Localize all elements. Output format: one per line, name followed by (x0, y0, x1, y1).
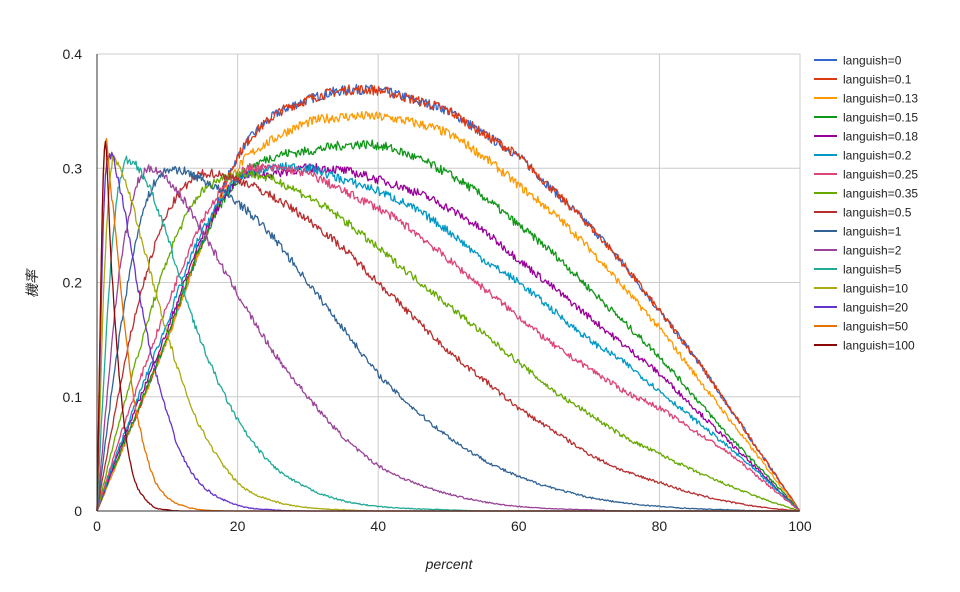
legend-label: languish=10 (843, 282, 908, 296)
series-line-languish-2 (96, 164, 800, 512)
legend-label: languish=50 (843, 320, 908, 334)
y-axis-title: 機率 (24, 268, 40, 298)
legend-item[interactable]: languish=20 (814, 301, 908, 315)
series-line-languish-0-18 (96, 163, 800, 512)
legend-label: languish=1 (843, 225, 902, 239)
x-tick-label: 60 (511, 518, 527, 534)
y-tick-label: 0 (74, 503, 82, 519)
legend-item[interactable]: languish=0.35 (814, 187, 918, 201)
legend-item[interactable]: languish=0.1 (814, 73, 912, 87)
x-tick-label: 0 (93, 518, 101, 534)
x-tick-label: 80 (652, 518, 668, 534)
legend-item[interactable]: languish=10 (814, 282, 908, 296)
series-line-languish-10 (96, 154, 800, 512)
legend-item[interactable]: languish=2 (814, 244, 902, 258)
series-line-languish-100 (96, 140, 800, 512)
x-tick-label: 40 (370, 518, 386, 534)
legend-label: languish=0.35 (843, 187, 918, 201)
legend-label: languish=0.18 (843, 130, 918, 144)
legend-label: languish=0.13 (843, 92, 918, 106)
series-line-languish-0-25 (96, 163, 800, 512)
series-line-languish-0-35 (96, 169, 800, 512)
legend-item[interactable]: languish=1 (814, 225, 902, 239)
series-line-languish-20 (96, 151, 800, 512)
series-line-languish-0 (96, 83, 800, 512)
legend-item[interactable]: languish=100 (814, 339, 915, 353)
legend-label: languish=100 (843, 339, 915, 353)
series-lines (96, 83, 800, 512)
x-tick-label: 100 (788, 518, 812, 534)
legend-item[interactable]: languish=0 (814, 54, 902, 68)
series-line-languish-50 (96, 138, 800, 512)
series-line-languish-0-2 (96, 161, 800, 512)
legend-label: languish=5 (843, 263, 902, 277)
legend-item[interactable]: languish=0.15 (814, 111, 918, 125)
legend-label: languish=0 (843, 54, 902, 68)
legend-label: languish=20 (843, 301, 908, 315)
series-line-languish-1 (96, 165, 800, 512)
gridlines (97, 53, 801, 511)
legend-label: languish=0.2 (843, 149, 912, 163)
series-line-languish-0-15 (96, 139, 800, 512)
y-tick-label: 0.4 (63, 46, 83, 62)
y-tick-label: 0.2 (63, 275, 83, 291)
legend-item[interactable]: languish=5 (814, 263, 902, 277)
legend-label: languish=2 (843, 244, 902, 258)
legend-item[interactable]: languish=0.18 (814, 130, 918, 144)
legend-item[interactable]: languish=0.13 (814, 92, 918, 106)
y-tick-label: 0.3 (63, 160, 83, 176)
legend-label: languish=0.15 (843, 111, 918, 125)
tick-labels: 0 20 40 60 80 100 0 0.1 0.2 0.3 0.4 (63, 46, 812, 534)
legend-item[interactable]: languish=50 (814, 320, 908, 334)
legend-item[interactable]: languish=0.25 (814, 168, 918, 182)
legend-label: languish=0.1 (843, 73, 912, 87)
series-line-languish-5 (96, 155, 800, 512)
y-tick-label: 0.1 (63, 389, 83, 405)
x-axis-title: percent (425, 556, 474, 572)
legend: languish=0 languish=0.1 languish=0.13 langu… (814, 54, 918, 353)
legend-label: languish=0.5 (843, 206, 912, 220)
legend-label: languish=0.25 (843, 168, 918, 182)
axes (96, 54, 800, 512)
series-line-languish-0-5 (96, 168, 800, 512)
x-tick-label: 20 (230, 518, 246, 534)
series-line-languish-0-1 (96, 84, 800, 512)
legend-item[interactable]: languish=0.5 (814, 206, 912, 220)
legend-item[interactable]: languish=0.2 (814, 149, 912, 163)
